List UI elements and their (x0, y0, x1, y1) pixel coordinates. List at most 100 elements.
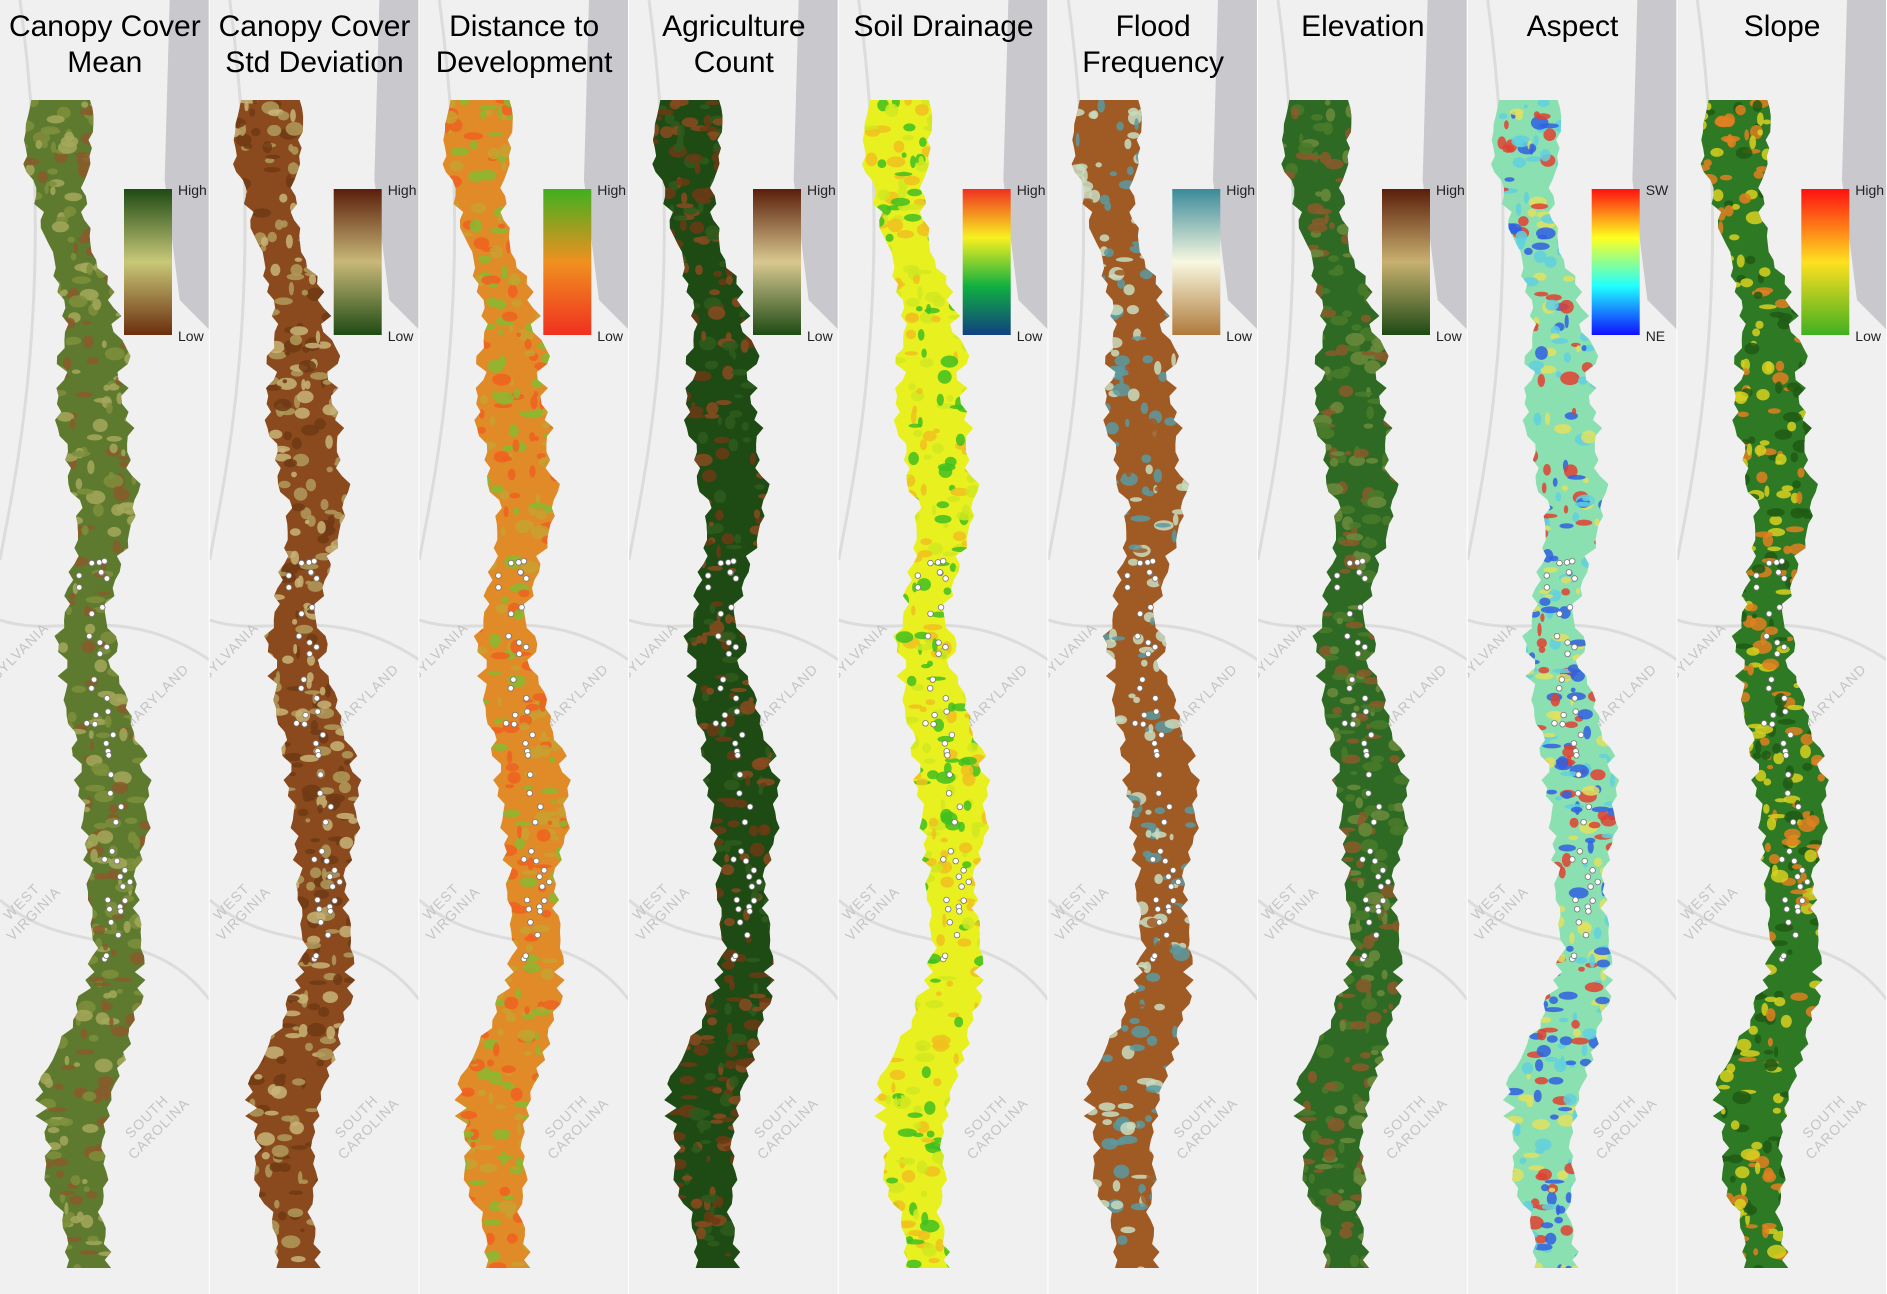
raster-patch (1554, 1059, 1566, 1072)
site-point (722, 712, 728, 718)
raster-patch (1535, 1138, 1552, 1150)
raster-patch (919, 137, 927, 147)
raster-patch (1543, 567, 1557, 572)
raster-patch (1746, 604, 1757, 612)
raster-patch (699, 126, 717, 132)
raster-patch (64, 206, 76, 216)
raster-patch (1337, 618, 1343, 625)
raster-patch (498, 224, 505, 229)
raster-patch (290, 335, 302, 346)
raster-patch (913, 1209, 919, 1220)
raster-patch (1523, 1153, 1539, 1158)
raster-patch (1545, 1233, 1556, 1245)
raster-patch (1771, 870, 1788, 883)
raster-patch (896, 631, 914, 643)
raster-patch (712, 1087, 722, 1093)
raster-patch (1308, 223, 1327, 234)
site-point (721, 721, 727, 727)
raster-patch (104, 474, 124, 488)
raster-patch (267, 125, 281, 136)
raster-patch (1514, 136, 1524, 146)
raster-patch (1154, 361, 1161, 375)
site-point (1140, 721, 1146, 727)
raster-patch (912, 406, 917, 414)
raster-patch (885, 104, 898, 118)
raster-patch (95, 1059, 113, 1073)
raster-patch (295, 408, 310, 419)
raster-patch (526, 944, 533, 952)
site-point (323, 819, 329, 825)
raster-patch (288, 162, 299, 174)
raster-patch (1356, 979, 1372, 993)
site-point (104, 696, 110, 702)
raster-patch (310, 372, 329, 380)
site-point (925, 633, 931, 639)
raster-patch (1317, 1044, 1334, 1058)
raster-patch (956, 511, 973, 520)
site-point (1556, 686, 1562, 692)
raster-patch (89, 977, 104, 982)
raster-patch (500, 527, 505, 536)
raster-patch (1802, 763, 1812, 771)
raster-patch (1141, 454, 1151, 463)
raster-patch (712, 523, 724, 533)
raster-patch (719, 1064, 725, 1068)
raster-patch (1538, 667, 1549, 674)
raster-patch (716, 1196, 723, 1207)
raster-patch (1542, 483, 1547, 494)
site-point (1774, 560, 1780, 566)
raster-patch (700, 104, 710, 109)
raster-patch (956, 434, 965, 446)
raster-patch (1755, 1162, 1760, 1174)
raster-patch (1115, 270, 1127, 276)
raster-patch (1173, 947, 1190, 961)
raster-patch (111, 1026, 130, 1037)
raster-patch (495, 604, 508, 614)
panel-title: Agriculture (662, 10, 805, 43)
raster-patch (482, 1219, 501, 1225)
site-point (1590, 898, 1596, 904)
raster-patch (926, 1000, 944, 1008)
raster-patch (915, 104, 929, 116)
site-point (511, 677, 517, 683)
raster-patch (95, 659, 108, 672)
site-point (512, 712, 518, 718)
raster-patch (1150, 617, 1155, 625)
site-point (1561, 712, 1567, 718)
site-point (100, 605, 106, 611)
raster-patch (866, 153, 878, 167)
site-point (108, 772, 114, 778)
raster-patch (1128, 367, 1142, 378)
raster-patch (913, 1123, 921, 1129)
raster-patch (1173, 514, 1179, 526)
legend-high: High (597, 182, 626, 198)
raster-patch (305, 343, 321, 349)
raster-patch (490, 228, 508, 235)
raster-patch (502, 1065, 516, 1073)
raster-patch (273, 1075, 285, 1087)
raster-patch (289, 1191, 303, 1195)
raster-patch (1345, 794, 1355, 802)
site-point (1363, 709, 1369, 715)
raster-patch (1130, 1149, 1135, 1158)
site-point (959, 884, 965, 890)
site-point (1371, 819, 1377, 825)
site-point (742, 819, 748, 825)
site-point (508, 560, 514, 566)
raster-patch (921, 664, 931, 668)
raster-patch (1175, 736, 1184, 745)
raster-patch (1559, 845, 1576, 852)
raster-patch (1551, 694, 1561, 707)
raster-patch (714, 437, 730, 444)
raster-patch (305, 849, 316, 854)
site-point (947, 772, 953, 778)
raster-patch (96, 732, 110, 738)
raster-patch (487, 132, 504, 136)
raster-patch (932, 443, 944, 454)
raster-patch (1347, 738, 1360, 743)
raster-patch (1145, 491, 1154, 497)
raster-patch (1123, 640, 1128, 649)
raster-patch (52, 221, 69, 232)
site-point (1355, 640, 1361, 646)
raster-patch (1552, 338, 1569, 344)
